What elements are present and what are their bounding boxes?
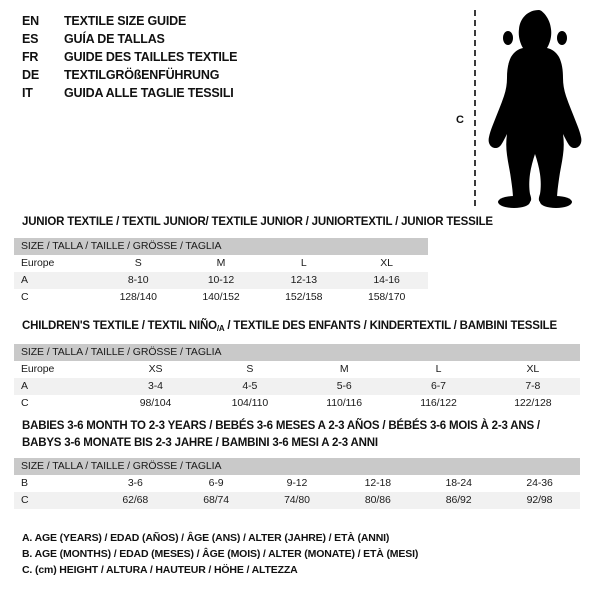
children-c-cell-0: 98/104	[139, 397, 172, 409]
junior-a-cell-0: 8-10	[127, 274, 149, 286]
junior-size-table: SIZE / TALLA / TAILLE / GRÖSSE / TAGLIA …	[14, 238, 428, 306]
children-a-cell-0: 3-4	[148, 380, 163, 392]
height-measurement-figure: C	[440, 8, 600, 208]
babies-section-title-line1: BABIES 3-6 MONTH TO 2-3 YEARS / BEBÉS 3-…	[22, 420, 540, 432]
junior-c-cell-0: 128/140	[119, 291, 157, 303]
junior-row-label-c: C	[21, 291, 29, 303]
children-a-cell-2: 5-6	[336, 380, 352, 392]
measurement-legend: A. AGE (YEARS) / EDAD (AÑOS) / ÂGE (ANS)…	[22, 530, 542, 578]
table-row: Europe S M L XL	[14, 255, 428, 272]
children-a-cell-1: 4-5	[242, 380, 258, 392]
babies-b-cell-0: 3-6	[127, 477, 143, 489]
children-title-part2: / TEXTILE DES ENFANTS / KINDERTEXTIL / B…	[224, 320, 557, 332]
language-text-it: GUIDA ALLE TAGLIE TESSILI	[64, 86, 234, 100]
language-text-de: TEXTILGRÖßENFÜHRUNG	[64, 68, 220, 82]
legend-row-b: B. AGE (MONTHS) / EDAD (MESES) / ÂGE (MO…	[22, 548, 419, 560]
babies-c-cell-4: 86/92	[445, 494, 472, 506]
babies-c-cell-5: 92/98	[526, 494, 553, 506]
babies-b-cell-2: 9-12	[286, 477, 308, 489]
junior-section-title: JUNIOR TEXTILE / TEXTIL JUNIOR/ TEXTILE …	[22, 216, 493, 228]
table-row: C 98/104 104/110 110/116 116/122 122/128	[14, 395, 580, 412]
table-row: A 8-10 10-12 12-13 14-16	[14, 272, 428, 289]
children-c-cell-4: 122/128	[514, 397, 552, 409]
table-row: B 3-6 6-9 9-12 12-18 18-24 24-36	[14, 475, 580, 492]
babies-band-label: SIZE / TALLA / TAILLE / GRÖSSE / TAGLIA	[21, 460, 222, 472]
junior-europe-cell-1: M	[216, 257, 226, 269]
babies-c-cell-2: 74/80	[284, 494, 310, 506]
children-size-table: SIZE / TALLA / TAILLE / GRÖSSE / TAGLIA …	[14, 344, 580, 412]
legend-row-a: A. AGE (YEARS) / EDAD (AÑOS) / ÂGE (ANS)…	[22, 532, 390, 544]
table-row: C 128/140 140/152 152/158 158/170	[14, 289, 428, 306]
language-row-en: EN TEXTILE SIZE GUIDE	[22, 14, 422, 32]
toddler-silhouette-icon	[488, 10, 582, 208]
babies-size-table: SIZE / TALLA / TAILLE / GRÖSSE / TAGLIA …	[14, 458, 580, 509]
babies-row-label-b: B	[21, 477, 28, 489]
junior-a-cell-3: 14-16	[373, 274, 400, 286]
language-code-en: EN	[22, 14, 39, 28]
children-europe-cell-3: L	[435, 363, 442, 375]
babies-row-label-c: C	[21, 494, 29, 506]
table-row: Europe XS S M L XL	[14, 361, 580, 378]
children-row-label-c: C	[21, 397, 29, 409]
children-a-cell-3: 6-7	[431, 380, 446, 392]
junior-c-cell-1: 140/152	[202, 291, 240, 303]
babies-table-band-row: SIZE / TALLA / TAILLE / GRÖSSE / TAGLIA	[14, 458, 580, 475]
children-europe-cell-4: XL	[526, 363, 540, 375]
children-europe-cell-1: S	[246, 363, 254, 375]
children-title-subscript: /A	[216, 324, 225, 333]
children-c-cell-1: 104/110	[231, 397, 269, 409]
junior-row-label-europe: Europe	[21, 257, 55, 269]
junior-europe-cell-0: S	[134, 257, 142, 269]
height-measure-label: C	[456, 114, 464, 126]
junior-table-band-row: SIZE / TALLA / TAILLE / GRÖSSE / TAGLIA	[14, 238, 428, 255]
babies-b-cell-3: 12-18	[364, 477, 391, 489]
language-text-es: GUÍA DE TALLAS	[64, 32, 165, 46]
language-row-fr: FR GUIDE DES TAILLES TEXTILE	[22, 50, 422, 68]
junior-c-cell-2: 152/158	[285, 291, 323, 303]
children-row-label-a: A	[21, 380, 28, 392]
babies-b-cell-5: 24-36	[526, 477, 553, 489]
language-code-fr: FR	[22, 50, 39, 64]
language-code-it: IT	[22, 86, 33, 100]
babies-c-cell-1: 68/74	[203, 494, 229, 506]
language-row-it: IT GUIDA ALLE TAGLIE TESSILI	[22, 86, 422, 104]
children-row-label-europe: Europe	[21, 363, 55, 375]
table-row: A 3-4 4-5 5-6 6-7 7-8	[14, 378, 580, 395]
language-title-list: EN TEXTILE SIZE GUIDE ES GUÍA DE TALLAS …	[22, 14, 422, 104]
language-text-fr: GUIDE DES TAILLES TEXTILE	[64, 50, 238, 64]
legend-row-c: C. (cm) HEIGHT / ALTURA / HAUTEUR / HÖHE…	[22, 564, 298, 576]
table-row: C 62/68 68/74 74/80 80/86 86/92 92/98	[14, 492, 580, 509]
height-dashed-line	[474, 10, 476, 206]
language-row-de: DE TEXTILGRÖßENFÜHRUNG	[22, 68, 422, 86]
babies-c-cell-0: 62/68	[122, 494, 149, 506]
junior-a-cell-2: 12-13	[290, 274, 317, 286]
children-c-cell-3: 116/122	[420, 397, 457, 409]
children-c-cell-2: 110/116	[326, 397, 362, 409]
babies-b-cell-4: 18-24	[445, 477, 472, 489]
junior-europe-cell-3: XL	[380, 257, 393, 269]
junior-band-label: SIZE / TALLA / TAILLE / GRÖSSE / TAGLIA	[21, 240, 222, 252]
babies-section-title-line2: BABYS 3-6 MONATE BIS 2-3 JAHRE / BAMBINI…	[22, 437, 378, 449]
junior-c-cell-3: 158/170	[367, 291, 406, 303]
children-section-title: CHILDREN'S TEXTILE / TEXTIL NIÑO/A / TEX…	[22, 320, 557, 333]
language-row-es: ES GUÍA DE TALLAS	[22, 32, 422, 50]
children-title-part1: CHILDREN'S TEXTILE / TEXTIL NIÑO	[22, 320, 217, 332]
children-band-label: SIZE / TALLA / TAILLE / GRÖSSE / TAGLIA	[21, 346, 222, 358]
children-europe-cell-0: XS	[148, 363, 163, 375]
children-a-cell-4: 7-8	[525, 380, 541, 392]
children-europe-cell-2: M	[339, 363, 349, 375]
junior-europe-cell-2: L	[300, 257, 307, 269]
junior-row-label-a: A	[21, 274, 28, 286]
junior-a-cell-1: 10-12	[207, 274, 235, 286]
language-code-es: ES	[22, 32, 39, 46]
language-text-en: TEXTILE SIZE GUIDE	[64, 14, 187, 28]
babies-c-cell-3: 80/86	[364, 494, 391, 506]
babies-b-cell-1: 6-9	[208, 477, 224, 489]
language-code-de: DE	[22, 68, 39, 82]
children-table-band-row: SIZE / TALLA / TAILLE / GRÖSSE / TAGLIA	[14, 344, 580, 361]
